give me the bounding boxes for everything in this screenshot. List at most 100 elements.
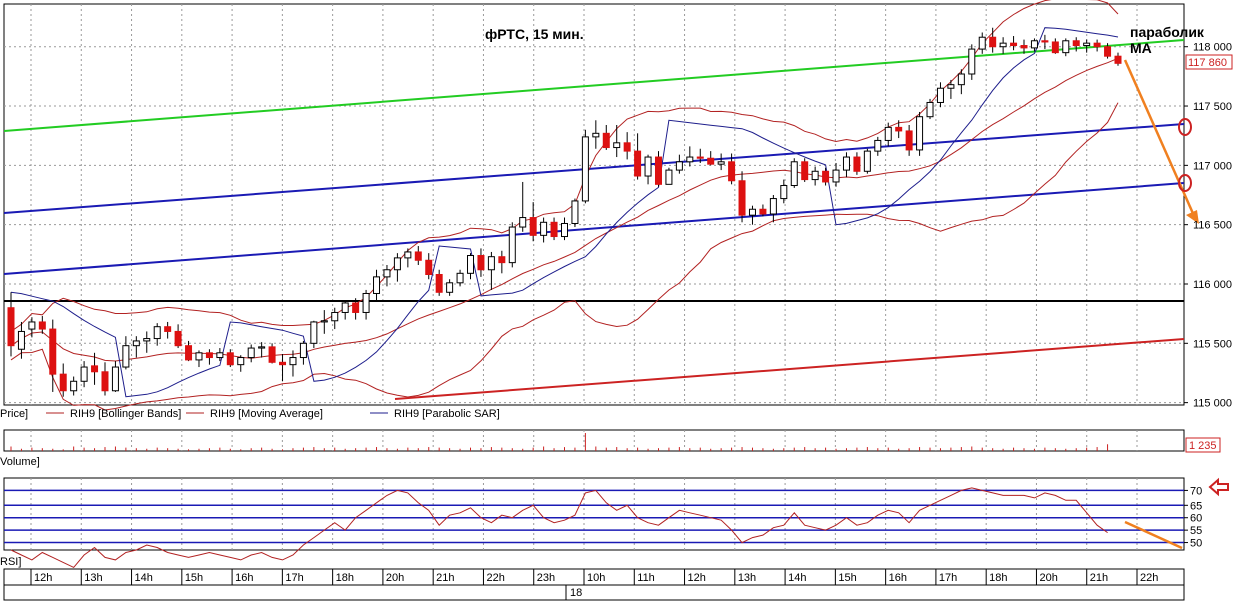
candle-body (331, 311, 339, 322)
rsi-series (10, 487, 1108, 569)
candle-body (561, 222, 568, 238)
candle-body (185, 345, 193, 361)
candle-body (143, 338, 151, 342)
candle-body (947, 84, 955, 89)
time-tick-label: 11h (637, 572, 655, 584)
candle-body (748, 208, 756, 216)
candle-body (7, 307, 15, 347)
candle-body (268, 346, 276, 363)
candle-body (790, 161, 798, 187)
candle-body (320, 320, 328, 323)
overlay-lines (3, 0, 1199, 411)
candle-body (1030, 40, 1038, 49)
time-tick-label: 22h (1140, 572, 1158, 584)
candle-body (759, 208, 767, 215)
time-tick-label: 17h (939, 572, 957, 584)
candle-body (456, 272, 464, 284)
price-axis: 118 000 117 500 117 000 116 500 116 000 115 5… (1184, 42, 1232, 410)
time-tick-label: 14h (135, 572, 153, 584)
candle-body (216, 352, 224, 359)
candle-body (581, 136, 589, 202)
candle-body (341, 302, 349, 313)
rsi-panel (3, 477, 1185, 551)
candle-body (842, 156, 850, 171)
rsi-line (10, 477, 1229, 569)
candle-body (414, 251, 422, 261)
candle-body (1114, 55, 1122, 64)
marker-circle-lower (1178, 174, 1192, 192)
candle-body (707, 157, 715, 165)
time-tick-label: 23h (537, 572, 555, 584)
chart-title: фРТС, 15 мин. (485, 26, 584, 42)
candle-body (1062, 40, 1070, 54)
last-price-label: 117 860 (1188, 57, 1227, 69)
candle-body (592, 132, 600, 138)
rsi-label: RSI] (0, 556, 21, 568)
candle-body (70, 380, 78, 392)
time-tick-label: 13h (84, 572, 102, 584)
candle-body (1051, 41, 1059, 54)
candle-body (435, 273, 443, 293)
last-price-box (1185, 54, 1233, 70)
candle-body (884, 126, 892, 141)
time-tick-label: 18h (336, 572, 354, 584)
candle-body (863, 150, 871, 172)
time-tick-label: 20h (1039, 572, 1057, 584)
candle-body (508, 226, 516, 264)
time-tick-label: 22h (486, 572, 504, 584)
candle-body (101, 371, 109, 392)
candle-body (654, 156, 662, 185)
time-tick-label: 18h (989, 572, 1007, 584)
volume-value-box (1185, 437, 1221, 453)
candle-body (373, 276, 381, 294)
candle-body (1072, 40, 1080, 47)
candle-body (446, 282, 454, 293)
candle-body (111, 366, 119, 392)
time-tick-label: 14h (788, 572, 806, 584)
candle-body (1083, 42, 1091, 47)
price-panel (3, 3, 1185, 406)
candle-body (195, 352, 203, 361)
candle-body (780, 185, 788, 200)
candle-body (550, 221, 558, 238)
candle-body (425, 259, 433, 275)
legend-item: RIH9 [Bollinger Bands] (70, 408, 181, 420)
candle-body (477, 255, 485, 271)
candle-body (38, 321, 46, 330)
date-label: 18 (570, 587, 582, 599)
time-tick-label: 21h (436, 572, 454, 584)
candle-body (17, 330, 25, 350)
candle-body (226, 352, 234, 366)
candle-body (634, 150, 642, 177)
candle-body (393, 257, 401, 271)
price-tick-label: 116 500 (1193, 220, 1232, 232)
candle-body (310, 321, 318, 344)
time-axis: 12h 13h 14h 15h 16h 17h 18h 20h 21h 22h 23h 10h 11h 1… (30, 569, 1158, 600)
time-tick-label: 16h (235, 572, 253, 584)
time-tick-label: 21h (1090, 572, 1108, 584)
candle-body (895, 126, 903, 132)
candle-body (675, 161, 683, 171)
candle-body (769, 198, 777, 215)
bollinger-upper (10, 0, 1119, 332)
candle-body (926, 101, 934, 118)
candle-body (686, 156, 694, 163)
candle-body (258, 346, 266, 349)
candle-body (874, 139, 882, 152)
candle-body (978, 36, 986, 50)
candle-body (174, 330, 182, 347)
candle-body (59, 373, 67, 392)
candle-body (404, 251, 412, 259)
marker-circle-upper (1178, 118, 1192, 136)
volume-value-label: 1 235 (1189, 440, 1217, 452)
candle-body (957, 73, 965, 86)
price-tick-label: 115 000 (1193, 398, 1232, 410)
candle-body (91, 365, 99, 373)
candle-body (801, 161, 809, 181)
time-tick-label: 17h (285, 572, 303, 584)
time-tick-label: 15h (838, 572, 856, 584)
time-tick-label: 13h (738, 572, 756, 584)
candle-body (49, 328, 57, 375)
candle-body (738, 180, 746, 216)
legend-item: RIH9 [Parabolic SAR] (394, 408, 500, 420)
